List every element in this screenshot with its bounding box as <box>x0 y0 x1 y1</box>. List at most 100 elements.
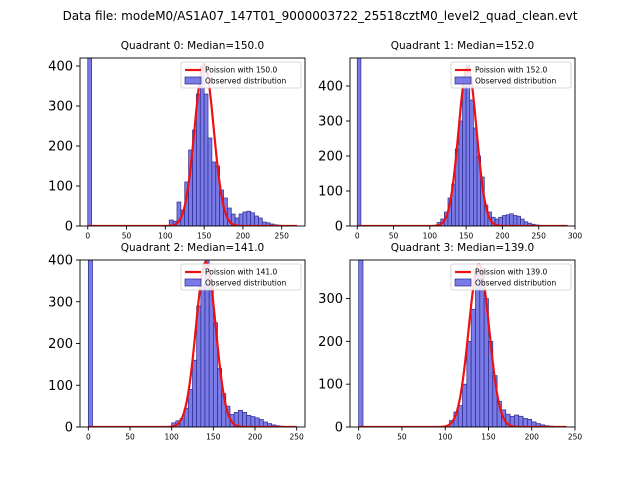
y-tick-label: 400 <box>318 80 343 95</box>
y-tick-label: 100 <box>318 185 343 200</box>
suptitle: Data file: modeM0/AS1A07_147T01_90000037… <box>63 9 578 23</box>
x-tick-label: 100 <box>438 433 453 442</box>
subplot-quadrant-2: Quadrant 2: Median=141.0 0 100 200 300 400 0 50… <box>48 242 306 442</box>
histogram-bar <box>469 99 474 226</box>
y-tick-label: 300 <box>48 295 73 310</box>
histogram-bar <box>465 64 471 226</box>
histogram-bar <box>462 85 467 226</box>
x-tick-label: 50 <box>122 232 132 241</box>
histogram-bar <box>527 418 533 427</box>
x-tick-label: 200 <box>236 232 251 241</box>
x-tick-label: 150 <box>481 433 496 442</box>
histogram-bar <box>522 418 528 427</box>
axes-frame <box>79 57 306 227</box>
legend-label-observed: Observed distribution <box>205 77 286 86</box>
histogram-bar <box>238 213 244 226</box>
histogram-bar <box>237 409 243 427</box>
y-tick-label: 0 <box>335 220 343 235</box>
subplot-quadrant-3: Quadrant 3: Median=139.0 0 100 200 300 0 50 100… <box>318 242 582 442</box>
histogram-bar <box>462 383 468 427</box>
legend-box <box>180 61 302 89</box>
histogram-bar <box>473 127 478 226</box>
x-tick-label: 50 <box>125 433 135 442</box>
subplot-title: Quadrant 0: Median=150.0 <box>121 40 264 52</box>
histogram-bar <box>458 120 463 226</box>
histogram-bar <box>505 214 511 226</box>
x-tick-label: 0 <box>355 232 360 241</box>
x-tick-label: 200 <box>525 433 540 442</box>
histogram-bar <box>258 419 264 427</box>
legend: Poission with 141.0 Observed distribution <box>180 263 302 291</box>
histogram-bar <box>199 65 205 226</box>
legend-bar-swatch <box>184 76 202 85</box>
x-tick-label: 250 <box>275 232 290 241</box>
x-tick-label: 100 <box>165 433 180 442</box>
histogram-bar <box>470 308 476 427</box>
legend-label-observed: Observed distribution <box>475 77 556 86</box>
legend-bar-swatch <box>454 76 472 85</box>
axes-frame <box>349 259 576 428</box>
y-tick-label: 0 <box>335 421 343 436</box>
legend-box <box>450 263 572 291</box>
histogram-bar <box>246 414 252 427</box>
poisson-fit-line <box>358 263 567 427</box>
x-tick-label: 100 <box>158 232 173 241</box>
y-tick-label: 200 <box>318 335 343 350</box>
subplot-title: Quadrant 2: Median=141.0 <box>121 242 264 254</box>
legend-bar-swatch <box>184 278 202 287</box>
legend: Poission with 152.0 Observed distribution <box>450 61 572 89</box>
y-tick-label: 400 <box>48 60 73 75</box>
legend-label-fit: Poission with 150.0 <box>205 66 278 75</box>
y-tick-label: 200 <box>48 337 73 352</box>
legend-box <box>180 263 302 291</box>
histogram-bar <box>479 268 485 427</box>
histogram-bar <box>192 359 198 427</box>
poisson-fit-line <box>357 65 568 226</box>
histogram-bar <box>242 211 248 226</box>
x-tick-label: 200 <box>248 433 263 442</box>
x-tick-label: 300 <box>568 232 583 241</box>
y-tick-label: 0 <box>65 421 73 436</box>
y-tick-label: 100 <box>318 378 343 393</box>
histogram-bars <box>358 260 554 427</box>
legend-label-fit: Poission with 152.0 <box>475 66 548 75</box>
legend-box <box>450 61 572 89</box>
histogram-bar <box>509 213 514 226</box>
y-tick-label: 300 <box>318 292 343 307</box>
subplot-quadrant-0: Quadrant 0: Median=150.0 0 100 200 300 400 0 50… <box>48 40 306 241</box>
subplot-title: Quadrant 3: Median=139.0 <box>391 242 534 254</box>
histogram-bar <box>200 284 206 427</box>
x-tick-label: 250 <box>568 433 583 442</box>
subplot-quadrant-1: Quadrant 1: Median=152.0 0 100 200 300 400 0 50… <box>318 40 582 241</box>
y-tick-label: 100 <box>48 180 73 195</box>
x-tick-label: 0 <box>356 433 361 442</box>
histogram-bar <box>258 217 263 226</box>
legend-label-fit: Poission with 141.0 <box>205 268 278 277</box>
histogram-bar <box>466 341 472 427</box>
histogram-bar <box>203 93 209 226</box>
histogram-bar <box>457 405 463 427</box>
histogram-bar <box>518 415 524 427</box>
x-tick-label: 50 <box>389 232 399 241</box>
histogram-bar <box>502 215 507 226</box>
y-tick-label: 400 <box>48 254 73 269</box>
x-tick-label: 250 <box>532 232 547 241</box>
y-tick-label: 100 <box>48 379 73 394</box>
histogram-bar <box>512 215 518 226</box>
y-tick-label: 200 <box>318 150 343 165</box>
histogram-bar <box>254 215 259 226</box>
x-tick-label: 150 <box>197 232 212 241</box>
histogram-bar <box>87 58 92 226</box>
histogram-bar <box>358 260 364 427</box>
y-tick-label: 300 <box>48 100 73 115</box>
x-tick-label: 150 <box>206 433 221 442</box>
histogram-bar <box>254 417 260 427</box>
x-tick-label: 50 <box>397 433 407 442</box>
axes-frame <box>349 57 576 227</box>
y-tick-label: 200 <box>48 140 73 155</box>
histogram-bar <box>87 260 93 427</box>
x-tick-label: 0 <box>85 232 90 241</box>
x-tick-label: 100 <box>423 232 438 241</box>
histogram-bar <box>250 212 255 226</box>
